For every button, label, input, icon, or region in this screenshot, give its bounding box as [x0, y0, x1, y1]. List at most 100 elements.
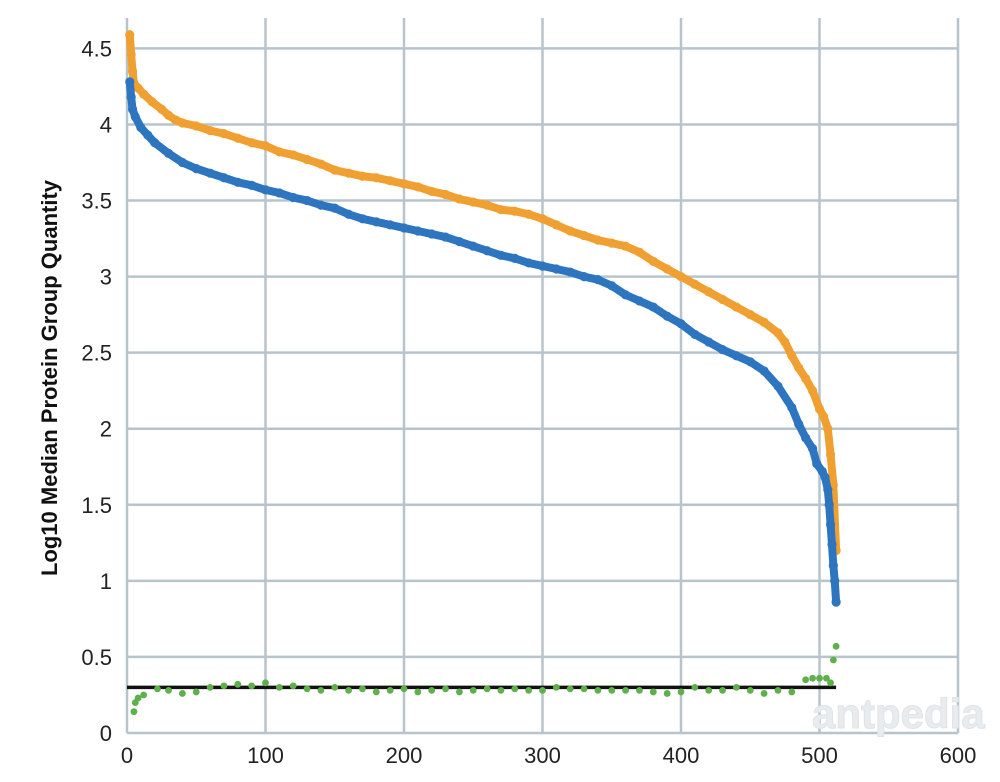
data-point	[233, 177, 243, 187]
data-point	[662, 264, 672, 274]
data-point	[483, 685, 491, 693]
data-point	[731, 351, 742, 361]
data-point	[177, 157, 187, 168]
data-point	[801, 373, 811, 384]
data-point	[820, 472, 830, 483]
data-point	[760, 690, 768, 697]
data-point	[662, 311, 672, 321]
data-point	[179, 690, 186, 697]
data-point	[316, 200, 326, 210]
data-point	[829, 656, 837, 664]
series-band	[125, 30, 841, 555]
data-point	[260, 185, 271, 195]
data-point	[143, 130, 153, 140]
data-point	[205, 168, 215, 178]
data-point	[594, 687, 602, 694]
data-point	[454, 194, 464, 204]
data-point	[511, 685, 519, 693]
data-point	[468, 241, 478, 251]
data-point	[163, 148, 174, 158]
data-point	[220, 682, 228, 690]
data-point	[344, 209, 354, 219]
data-point	[219, 129, 229, 139]
data-point	[126, 92, 136, 102]
data-point	[371, 217, 381, 227]
data-point	[191, 121, 201, 131]
data-point	[745, 310, 755, 320]
data-point	[427, 229, 437, 239]
data-point	[648, 302, 658, 312]
data-point	[192, 688, 200, 696]
data-point	[663, 690, 671, 697]
data-point	[580, 685, 588, 693]
data-point	[649, 688, 657, 696]
data-point	[469, 687, 477, 694]
y-tick-label: 3	[100, 265, 112, 290]
data-point	[830, 576, 840, 586]
data-point	[828, 561, 838, 571]
data-point	[157, 104, 167, 114]
data-point	[524, 209, 534, 219]
x-tick-label: 300	[524, 743, 561, 768]
data-point	[537, 261, 548, 271]
data-point	[154, 685, 161, 693]
data-point	[248, 682, 256, 690]
data-point	[622, 687, 629, 694]
data-point	[802, 676, 810, 684]
data-point	[774, 687, 782, 694]
data-point	[400, 685, 408, 693]
data-point	[780, 337, 790, 347]
data-point	[399, 179, 409, 189]
data-point	[731, 302, 742, 312]
y-tick-label: 0.5	[81, 645, 112, 670]
watermark: antpedia	[812, 690, 985, 737]
data-point	[634, 296, 645, 306]
data-point	[704, 287, 714, 297]
data-point	[733, 683, 740, 691]
series-2	[125, 77, 841, 607]
data-point	[130, 708, 138, 716]
data-point	[773, 381, 783, 391]
data-point	[260, 141, 271, 151]
data-point	[579, 230, 589, 241]
data-point	[219, 173, 229, 183]
data-point	[205, 125, 215, 136]
x-tick-label: 200	[386, 743, 423, 768]
data-point	[496, 250, 506, 260]
data-point	[705, 687, 713, 694]
data-point	[773, 328, 783, 338]
series-band	[125, 77, 841, 607]
series-1	[125, 30, 841, 556]
data-point	[825, 519, 836, 530]
data-point	[414, 688, 422, 696]
data-point	[344, 168, 354, 178]
data-point	[274, 147, 284, 157]
data-point	[827, 679, 834, 687]
data-point	[288, 150, 298, 160]
data-point	[832, 642, 840, 650]
data-point	[510, 253, 520, 263]
data-point	[371, 173, 381, 183]
data-point	[801, 433, 811, 443]
data-point	[125, 30, 135, 40]
data-point	[565, 267, 575, 277]
data-point	[496, 205, 506, 215]
data-point	[677, 688, 685, 696]
data-point	[579, 272, 589, 282]
x-tick-label: 100	[247, 743, 284, 768]
data-point	[247, 138, 257, 148]
x-tick-label: 500	[801, 743, 838, 768]
data-point	[247, 180, 257, 190]
data-point	[524, 258, 534, 268]
data-point	[134, 694, 142, 702]
x-tick-labels: 0 100 200 300 400 500 600	[121, 743, 976, 768]
data-point	[191, 164, 201, 174]
data-point	[717, 345, 728, 355]
data-point	[794, 419, 804, 429]
data-point	[427, 186, 437, 197]
y-tick-label: 4.5	[81, 36, 112, 61]
data-point	[442, 685, 449, 693]
data-point	[234, 680, 242, 688]
data-point	[823, 674, 830, 682]
data-point	[303, 685, 311, 693]
